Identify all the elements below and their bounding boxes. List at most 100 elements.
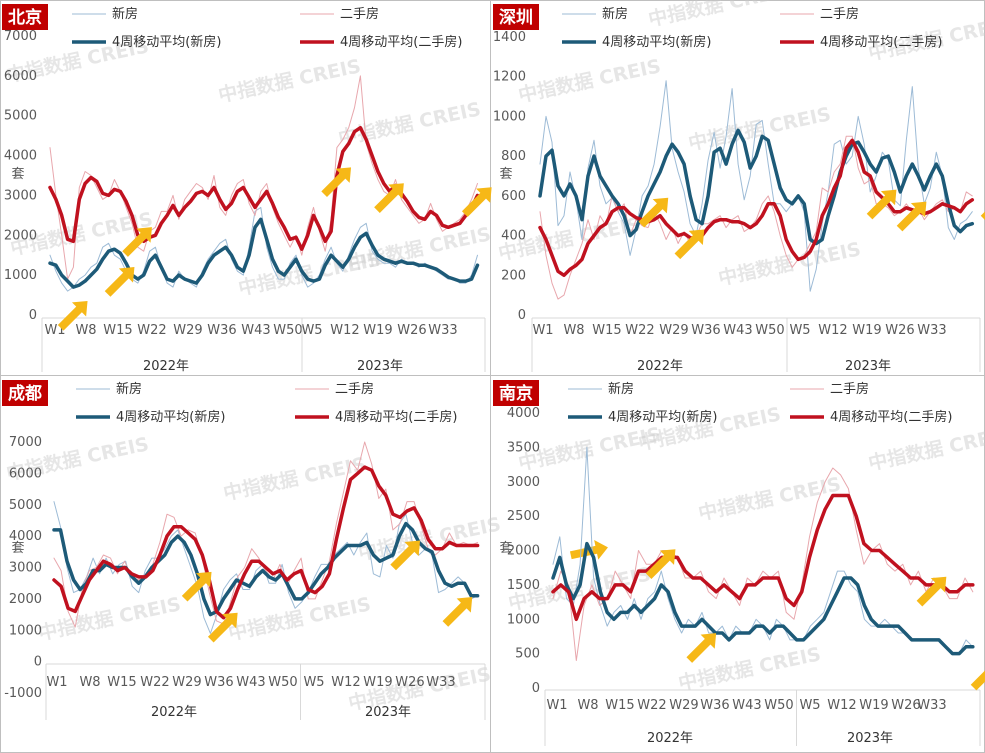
- x-tick-label: W50: [755, 323, 784, 338]
- legend-label: 新房: [112, 6, 138, 22]
- x-tick-label: W33: [917, 323, 946, 338]
- x-tick-label: W8: [563, 323, 584, 338]
- city-name: 北京: [8, 7, 42, 28]
- x-tick-label: W43: [723, 323, 752, 338]
- x-tick-label: W29: [172, 675, 201, 690]
- x-tick-label: W5: [303, 675, 324, 690]
- x-tick-label: W36: [691, 323, 720, 338]
- y-tick-label: 2000: [507, 544, 540, 559]
- x-tick-label: W8: [79, 675, 100, 690]
- x-tick-label: W29: [659, 323, 688, 338]
- y-tick-label: -1000: [4, 686, 42, 701]
- x-tick-label: W33: [428, 323, 457, 338]
- y-tick-label: 600: [501, 189, 526, 204]
- legend-label: 二手房: [335, 381, 374, 397]
- x-tick-label: W15: [592, 323, 621, 338]
- y-tick-label: 5000: [4, 109, 37, 124]
- series-new-raw: [552, 446, 974, 655]
- arrow-shape: [980, 191, 985, 222]
- arrow-shape: [104, 267, 135, 297]
- arrow-shape: [374, 183, 404, 213]
- x-tick-label: W22: [625, 323, 654, 338]
- watermark-text: 中指数据 CREIS: [516, 54, 663, 107]
- y-tick-label: 7000: [9, 435, 42, 450]
- y-tick-label: 3000: [4, 188, 37, 203]
- legend-label: 二手房: [820, 6, 859, 22]
- x-tick-label: W19: [852, 323, 881, 338]
- x-tick-label: W5: [799, 698, 820, 713]
- y-tick-label: 0: [29, 308, 37, 323]
- arrow-shape: [321, 167, 352, 198]
- year-label: 2023年: [357, 359, 403, 374]
- x-tick-label: W5: [789, 323, 810, 338]
- chart-panel-3: 0 500 1000 1500 2000 2500 3000 3500 4000 套 W1 W8 W15…: [493, 380, 985, 746]
- x-tick-label: W36: [207, 323, 236, 338]
- x-tick-label: W33: [426, 675, 455, 690]
- arrow-shape: [916, 576, 947, 607]
- legend-label: 新房: [602, 6, 628, 22]
- arrow-shape: [390, 540, 421, 571]
- arrow-shape: [674, 229, 705, 260]
- city-badge: [2, 380, 48, 406]
- trend-arrow: [970, 660, 985, 691]
- arrow-shape: [57, 300, 88, 331]
- x-tick-label: W26: [885, 323, 914, 338]
- year-label: 2023年: [845, 359, 891, 374]
- series-new-ma: [551, 541, 975, 656]
- y-axis-label: 套: [499, 540, 512, 556]
- trend-arrow: [896, 201, 927, 232]
- trend-arrow: [916, 576, 947, 607]
- y-tick-label: 6000: [9, 466, 42, 481]
- x-tick-label: W50: [268, 675, 297, 690]
- arrow-shape: [442, 597, 473, 627]
- y-tick-label: 3500: [507, 440, 540, 455]
- y-tick-label: 3000: [9, 561, 42, 576]
- year-label: 2023年: [365, 705, 411, 720]
- legend-label: 4周移动平均(二手房): [830, 409, 952, 425]
- arrow-shape: [181, 571, 212, 602]
- x-tick-label: W22: [637, 698, 666, 713]
- x-tick-label: W22: [137, 323, 166, 338]
- y-tick-label: 1000: [4, 268, 37, 283]
- x-tick-label: W19: [859, 698, 888, 713]
- arrow-shape: [645, 549, 676, 579]
- y-tick-label: 1500: [507, 578, 540, 593]
- year-label: 2022年: [143, 359, 189, 374]
- series-new-ma: [48, 217, 480, 289]
- x-tick-label: W15: [107, 675, 136, 690]
- x-tick-label: W15: [103, 323, 132, 338]
- trend-arrow: [866, 189, 897, 220]
- watermark-text: 中指数据 CREIS: [866, 422, 985, 475]
- trend-arrow: [122, 227, 152, 257]
- trend-arrow: [674, 229, 705, 260]
- year-label: 2022年: [647, 731, 693, 746]
- trend-arrow: [461, 187, 492, 217]
- watermark-text: 中指数据 CREIS: [336, 97, 483, 150]
- x-tick-label: W1: [546, 698, 567, 713]
- x-tick-label: W19: [363, 323, 392, 338]
- watermark-text: 中指数据 CREIS: [216, 54, 363, 107]
- watermark-text: 中指数据 CREIS: [36, 592, 183, 645]
- x-tick-label: W8: [75, 323, 96, 338]
- y-tick-label: 1000: [493, 109, 526, 124]
- y-axis-label: 套: [11, 166, 24, 182]
- legend-label: 二手房: [340, 6, 379, 22]
- legend-label: 新房: [608, 381, 634, 397]
- y-tick-label: 1200: [493, 70, 526, 85]
- x-tick-label: W29: [669, 698, 698, 713]
- legend-label: 4周移动平均(新房): [116, 409, 225, 425]
- x-tick-label: W19: [363, 675, 392, 690]
- trend-arrow: [442, 597, 473, 627]
- y-tick-label: 1000: [507, 612, 540, 627]
- x-tick-label: W50: [273, 323, 302, 338]
- legend-label: 二手房: [830, 381, 869, 397]
- city-badge: [493, 380, 539, 406]
- y-tick-label: 2500: [507, 509, 540, 524]
- y-tick-label: 400: [501, 229, 526, 244]
- y-tick-label: 200: [501, 268, 526, 283]
- legend-label: 4周移动平均(新房): [608, 409, 717, 425]
- y-tick-label: 1000: [9, 623, 42, 638]
